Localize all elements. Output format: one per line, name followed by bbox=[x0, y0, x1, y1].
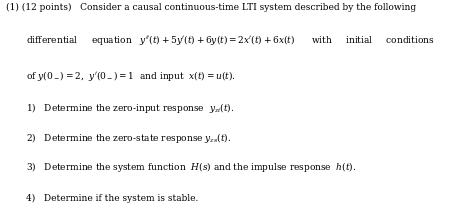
Text: (1) (12 points)   Consider a causal continuous-time LTI system described by the : (1) (12 points) Consider a causal contin… bbox=[6, 3, 416, 12]
Text: 4)   Determine if the system is stable.: 4) Determine if the system is stable. bbox=[26, 194, 199, 203]
Text: 2)   Determine the zero-state response $y_{zs}(t)$.: 2) Determine the zero-state response $y_… bbox=[26, 131, 231, 145]
Text: 1)   Determine the zero-input response  $y_{zi}(t)$.: 1) Determine the zero-input response $y_… bbox=[26, 101, 235, 115]
Text: of $y(0_-)=2$,  $y'(0_-)=1$  and input  $x(t)=u(t)$.: of $y(0_-)=2$, $y'(0_-)=1$ and input $x(… bbox=[26, 69, 236, 83]
Text: differential     equation   $y''(t)+5y'(t)+6y(t)=2x'(t)+6x(t)$      with     ini: differential equation $y''(t)+5y'(t)+6y(… bbox=[26, 34, 435, 47]
Text: 3)   Determine the system function  $H(s)$ and the impulse response  $h(t)$.: 3) Determine the system function $H(s)$ … bbox=[26, 160, 356, 174]
